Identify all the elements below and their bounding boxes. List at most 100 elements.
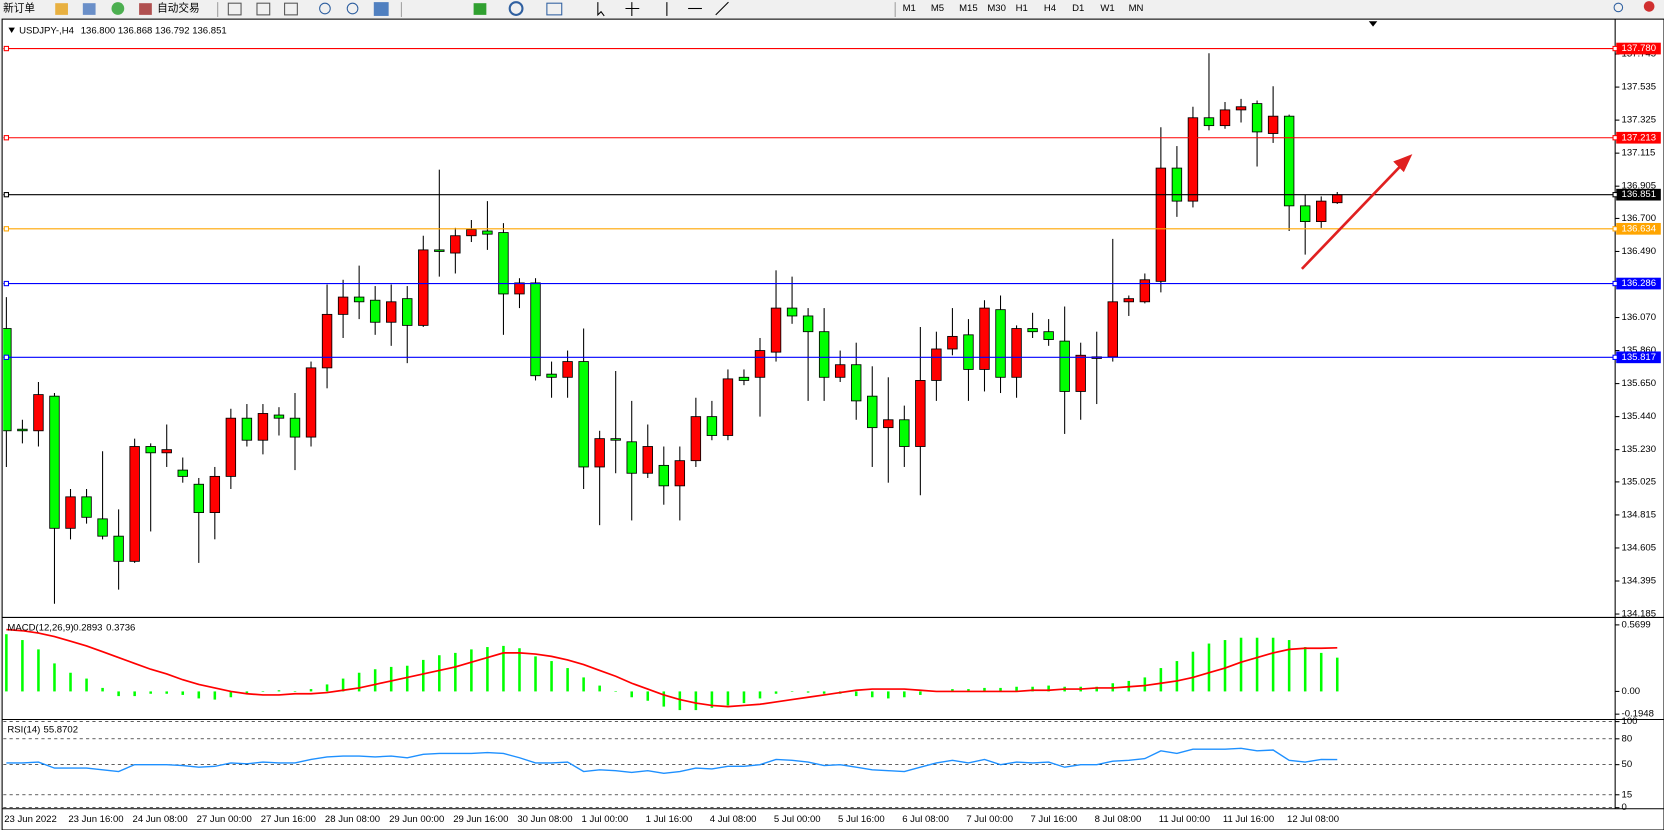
icon[interactable] xyxy=(546,2,563,16)
histogram-bar xyxy=(1255,637,1259,692)
timeframe-button[interactable]: H1 xyxy=(1016,3,1028,14)
histogram-bar xyxy=(1015,686,1018,692)
y-tick-label: 136.070 xyxy=(1622,312,1657,323)
icon[interactable] xyxy=(284,2,298,16)
ohlc-value: 136.800 xyxy=(81,25,116,36)
timeframe-button[interactable]: M1 xyxy=(903,3,916,14)
timeframe-button[interactable]: W1 xyxy=(1100,3,1114,14)
icon[interactable] xyxy=(55,3,68,15)
candle-body xyxy=(145,446,156,454)
candle-body xyxy=(97,518,108,537)
candle-body xyxy=(1171,167,1183,202)
timeframe-button[interactable]: M30 xyxy=(987,3,1006,14)
alert-icon[interactable] xyxy=(1643,1,1655,12)
y-tick-label: 136.905 xyxy=(1622,181,1657,192)
candle-body xyxy=(754,350,766,378)
pane-title: MACD(12,26,9) xyxy=(7,623,73,634)
y-tick-label: 80 xyxy=(1622,733,1633,744)
candle-body xyxy=(851,364,862,402)
candle-body xyxy=(209,475,221,513)
icon[interactable] xyxy=(111,2,125,15)
icon[interactable] xyxy=(227,2,242,16)
histogram-bar xyxy=(758,691,762,699)
x-tick-label: 8 Jul 08:00 xyxy=(1095,814,1142,825)
candle-body xyxy=(947,335,958,350)
candle-body xyxy=(1139,279,1151,303)
x-tick-label: 30 Jun 08:00 xyxy=(517,814,572,825)
icon[interactable] xyxy=(319,2,331,15)
y-tick-label: 15 xyxy=(1622,789,1633,800)
candle-body xyxy=(626,441,637,474)
y-tick-label: 0.5699 xyxy=(1622,619,1651,630)
candle-body xyxy=(738,376,750,381)
candle-body xyxy=(1059,340,1070,392)
icon[interactable] xyxy=(508,1,524,16)
timeframe-button[interactable]: M5 xyxy=(931,3,944,14)
candle-body xyxy=(65,496,76,529)
histogram-bar xyxy=(870,691,874,698)
histogram-bar xyxy=(854,691,858,697)
candle-body xyxy=(706,416,718,436)
histogram-bar xyxy=(742,691,746,704)
candle-body xyxy=(257,413,269,441)
x-tick-label: 1 Jul 00:00 xyxy=(581,814,628,825)
histogram-bar xyxy=(197,691,201,699)
histogram-bar xyxy=(213,691,217,700)
candle-body xyxy=(1299,205,1311,222)
level-handle xyxy=(3,280,10,287)
candle-body xyxy=(321,313,333,369)
histogram-bar xyxy=(149,691,152,694)
level-handle xyxy=(1612,192,1618,198)
trendline-icon[interactable] xyxy=(715,1,729,16)
signal-line xyxy=(6,628,1338,708)
histogram-bar xyxy=(951,689,954,692)
histogram-bar xyxy=(405,665,409,692)
level-label-bg xyxy=(1616,42,1661,55)
icon[interactable] xyxy=(346,2,359,15)
icon[interactable] xyxy=(139,3,152,15)
icon[interactable] xyxy=(82,3,96,15)
candle-body xyxy=(578,361,589,468)
timeframe-button[interactable]: D1 xyxy=(1072,3,1084,14)
candle-body xyxy=(530,282,541,377)
candle-body xyxy=(386,301,397,323)
candle-body xyxy=(81,496,92,518)
timeframe-button[interactable]: H4 xyxy=(1044,3,1057,14)
toolbar-bg xyxy=(0,0,1664,20)
histogram-bar xyxy=(277,690,281,692)
level-label-bg xyxy=(1616,222,1661,235)
candle-body xyxy=(17,428,28,432)
icon[interactable] xyxy=(256,2,271,16)
candle-body xyxy=(883,419,894,429)
candle-body xyxy=(450,235,461,254)
search-icon[interactable] xyxy=(1613,2,1624,13)
y-tick-label: 100 xyxy=(1622,716,1638,727)
histogram-bar xyxy=(389,666,393,692)
histogram-bar xyxy=(534,656,537,692)
auto-trading-button[interactable]: 自动交易 xyxy=(157,1,199,14)
candle-body xyxy=(177,469,188,477)
y-tick-label: 134.605 xyxy=(1622,542,1657,553)
histogram-bar xyxy=(1287,640,1291,692)
cursor-icon[interactable] xyxy=(597,2,605,17)
y-tick-label: 137.115 xyxy=(1622,148,1656,159)
icon[interactable] xyxy=(373,2,389,16)
candle-body xyxy=(915,380,926,447)
histogram-bar xyxy=(502,645,505,692)
histogram-bar xyxy=(341,678,345,692)
icon[interactable] xyxy=(473,3,487,15)
candle-body xyxy=(1187,117,1199,202)
histogram-bar xyxy=(1159,668,1163,692)
y-tick-label: 137.325 xyxy=(1622,115,1657,126)
chart-title: USDJPY-,H4 xyxy=(19,25,74,36)
candle-body xyxy=(610,438,621,441)
new-order-button[interactable]: 新订单 xyxy=(3,1,35,14)
level-label: 135.817 xyxy=(1622,352,1657,363)
timeframe-button[interactable]: M15 xyxy=(959,3,978,14)
candle-body xyxy=(353,296,365,303)
histogram-bar xyxy=(1239,637,1243,692)
timeframe-button[interactable]: MN xyxy=(1129,3,1144,14)
crosshair-icon[interactable] xyxy=(625,2,640,16)
